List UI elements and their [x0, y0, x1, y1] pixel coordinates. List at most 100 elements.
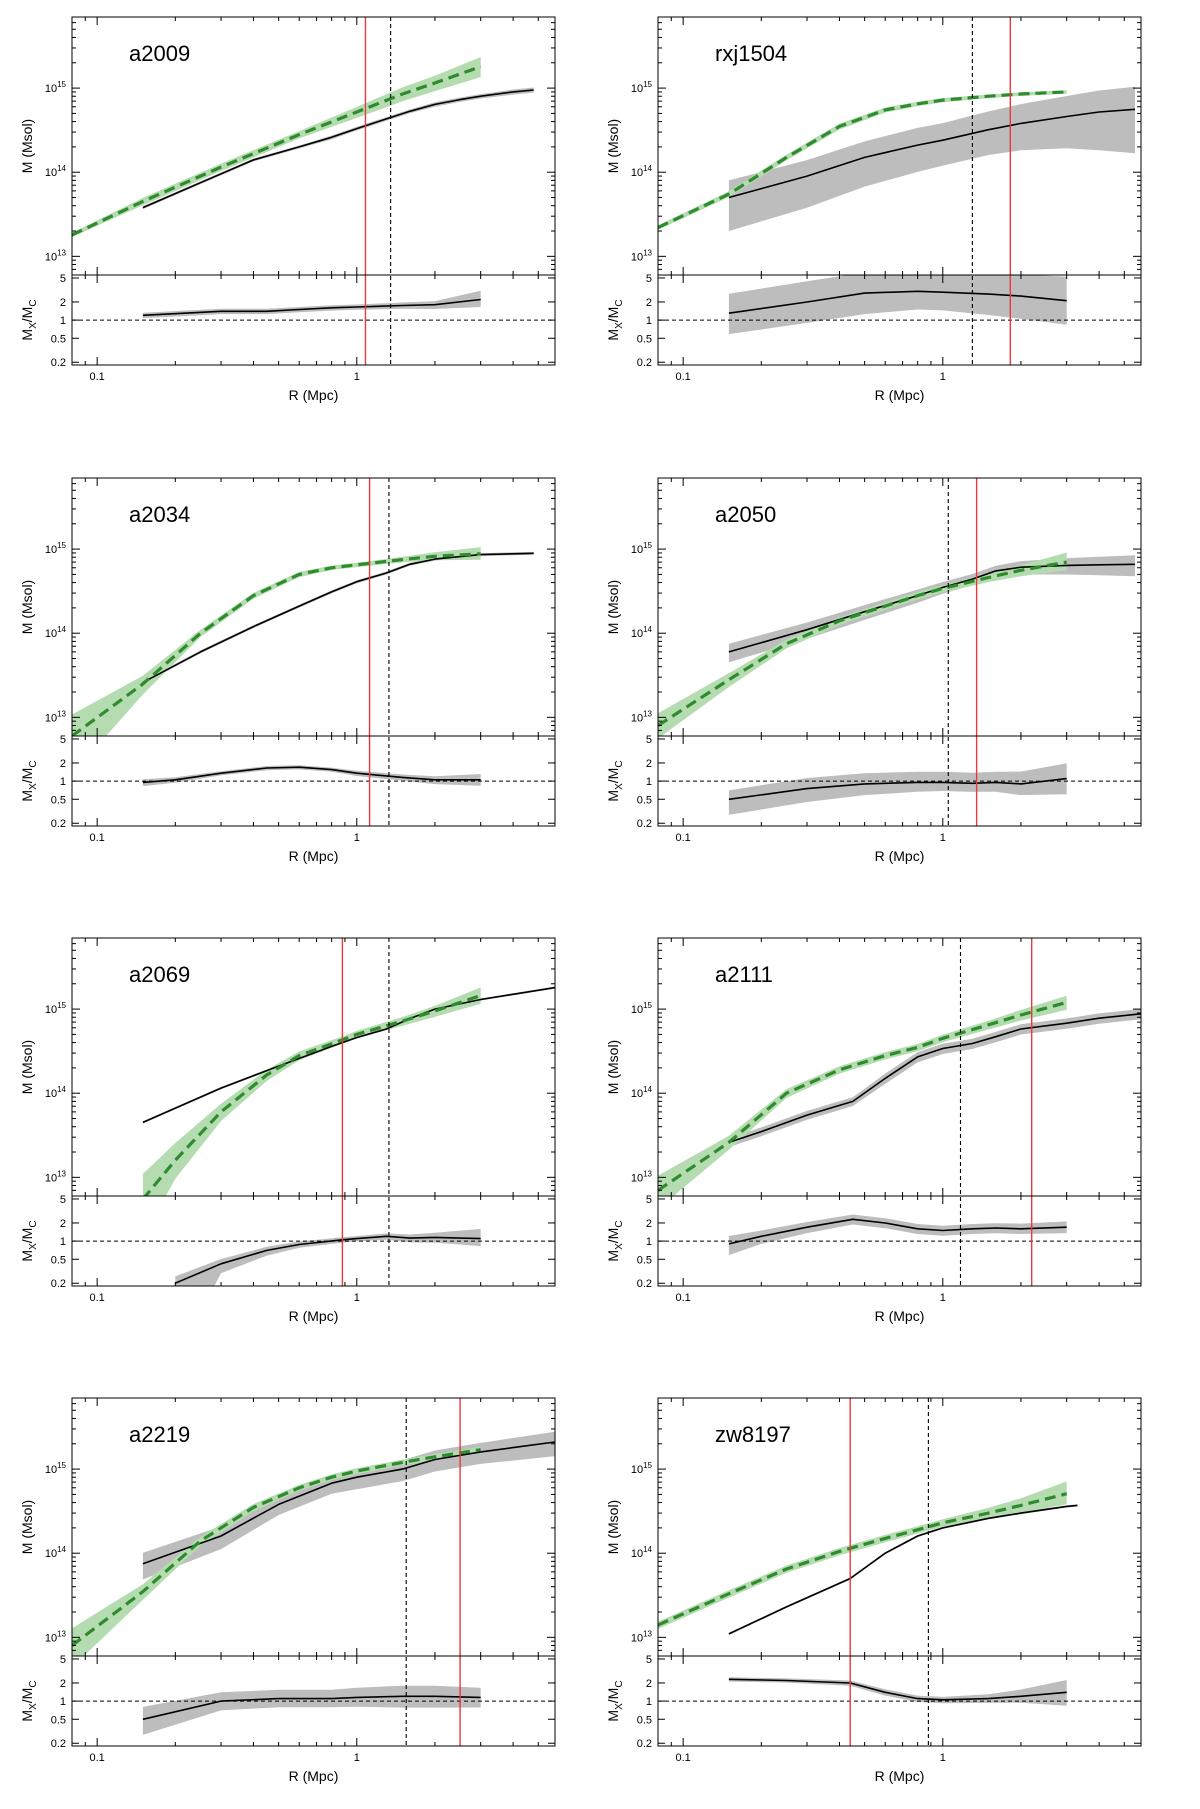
- mass-plot-a2219: [72, 1431, 555, 1656]
- panel-title: a2050: [715, 502, 776, 527]
- y-tick-label: 1015: [631, 1001, 653, 1016]
- y-axis-title: M (Msol): [19, 1500, 35, 1554]
- y-tick-label-base: 10: [631, 628, 643, 640]
- y-tick-label-base: 10: [631, 712, 643, 724]
- ratio-y-tick-label: 1: [60, 1696, 66, 1708]
- y-tick-label-base: 10: [631, 83, 643, 95]
- ratio-y-axis-title: MX/MC: [605, 1220, 625, 1261]
- ratio-plot-a2069: [72, 1228, 555, 1286]
- y-tick-label-base: 10: [631, 1548, 643, 1560]
- xray-mass-line: [728, 1504, 1078, 1635]
- y-tick-label-exponent: 15: [57, 1001, 66, 1010]
- ratio-label-part: M: [605, 790, 621, 802]
- x-tick-label: 0.1: [90, 1292, 105, 1304]
- ratio-label-part: C: [614, 760, 625, 767]
- ratio-y-tick-label: 0.5: [51, 333, 66, 345]
- ratio-plot-a2219: [72, 1685, 555, 1735]
- y-tick-label: 1015: [45, 1461, 67, 1476]
- x-tick-label: 0.1: [90, 371, 105, 383]
- ratio-y-tick-label: 0.5: [51, 1254, 66, 1266]
- y-tick-label-exponent: 14: [57, 1545, 66, 1554]
- y-axis-title: M (Msol): [605, 119, 621, 173]
- x-axis-title: R (Mpc): [875, 387, 925, 403]
- caustic-band: [658, 995, 1067, 1196]
- ratio-line: [142, 766, 481, 784]
- caustic-mass-line: [658, 90, 1067, 229]
- y-tick-label: 1014: [631, 164, 653, 179]
- y-tick-label-base: 10: [631, 1004, 643, 1016]
- ratio-band: [142, 1685, 481, 1735]
- ratio-y-tick-label: 1: [646, 776, 652, 788]
- y-tick-label-base: 10: [631, 1464, 643, 1476]
- ratio-y-tick-label: 0.5: [51, 794, 66, 806]
- ratio-plot-zw8197: [658, 1677, 1141, 1706]
- y-tick-label-exponent: 13: [57, 248, 66, 257]
- ratio-line: [174, 1235, 481, 1284]
- ratio-y-tick-label: 2: [60, 297, 66, 309]
- ratio-line: [728, 290, 1067, 314]
- y-tick-label-exponent: 15: [57, 80, 66, 89]
- x-axis-title: R (Mpc): [875, 1308, 925, 1324]
- ratio-plot-a2050: [658, 763, 1141, 815]
- ratio-label-part: M: [19, 790, 35, 802]
- ratio-band: [142, 765, 481, 787]
- y-tick-label: 1014: [631, 625, 653, 640]
- y-axis-title: M (Msol): [605, 1040, 621, 1094]
- y-tick-label-base: 10: [45, 83, 57, 95]
- y-tick-label-base: 10: [45, 628, 57, 640]
- panel-title: a2009: [129, 41, 190, 66]
- ratio-label-part: X: [614, 1243, 625, 1250]
- x-ticks: [657, 1397, 1141, 1746]
- ratio-label-part: C: [28, 1220, 39, 1227]
- y-tick-label-base: 10: [45, 167, 57, 179]
- y-tick-label-exponent: 14: [643, 1545, 652, 1554]
- ratio-y-axis-title: MX/MC: [19, 1220, 39, 1261]
- y-tick-label-exponent: 15: [57, 541, 66, 550]
- xray-mass-line: [728, 1013, 1141, 1144]
- ratio-y-tick-label: 1: [60, 315, 66, 327]
- y-tick-label-base: 10: [45, 712, 57, 724]
- xray-mass-line: [728, 108, 1136, 199]
- y-tick-label-base: 10: [631, 544, 643, 556]
- y-tick-label: 1015: [631, 541, 653, 556]
- ratio-y-tick-label: 2: [646, 1218, 652, 1230]
- xray-band: [142, 551, 534, 684]
- x-ticks: [71, 477, 555, 826]
- ratio-label-part: C: [28, 1680, 39, 1687]
- y-tick-label-base: 10: [631, 167, 643, 179]
- y-tick-label: 1014: [45, 1545, 67, 1560]
- mass-plot-a2050: [658, 552, 1136, 736]
- ratio-label-part: X: [28, 1703, 39, 1710]
- y-tick-label-exponent: 15: [57, 1461, 66, 1470]
- y-tick-label-exponent: 15: [643, 1001, 652, 1010]
- y-tick-label-exponent: 13: [57, 1629, 66, 1638]
- xray-mass-line: [142, 986, 555, 1124]
- y-tick-label-base: 10: [45, 1172, 57, 1184]
- ratio-label-part: M: [19, 329, 35, 341]
- ratio-y-tick-label: 2: [60, 758, 66, 770]
- y-tick-label-exponent: 14: [57, 625, 66, 634]
- panel-title: rxj1504: [715, 41, 787, 66]
- y-tick-label: 1015: [631, 80, 653, 95]
- y-tick-label-base: 10: [45, 1632, 57, 1644]
- ratio-label-part: M: [19, 1250, 35, 1262]
- ratio-label-part: M: [605, 1710, 621, 1722]
- ratio-label-part: M: [605, 1250, 621, 1262]
- ratio-y-tick-label: 5: [60, 1194, 66, 1206]
- xray-mass-line: [142, 1441, 555, 1565]
- ratio-y-axis-title: MX/MC: [605, 299, 625, 340]
- ratio-band: [728, 763, 1067, 815]
- y-tick-label: 1015: [45, 541, 67, 556]
- ratio-label-part: /M: [19, 307, 35, 323]
- mass-plot-a2009: [72, 57, 534, 238]
- caustic-mass-line: [143, 993, 482, 1196]
- y-tick-label: 1013: [631, 1629, 653, 1644]
- ratio-y-axis-title: MX/MC: [605, 760, 625, 801]
- y-tick-label-exponent: 14: [57, 164, 66, 173]
- x-tick-label: 1: [940, 1752, 946, 1764]
- y-tick-label-exponent: 13: [643, 248, 652, 257]
- y-tick-label: 1013: [45, 1629, 67, 1644]
- y-tick-label-base: 10: [45, 544, 57, 556]
- x-ticks: [657, 16, 1141, 365]
